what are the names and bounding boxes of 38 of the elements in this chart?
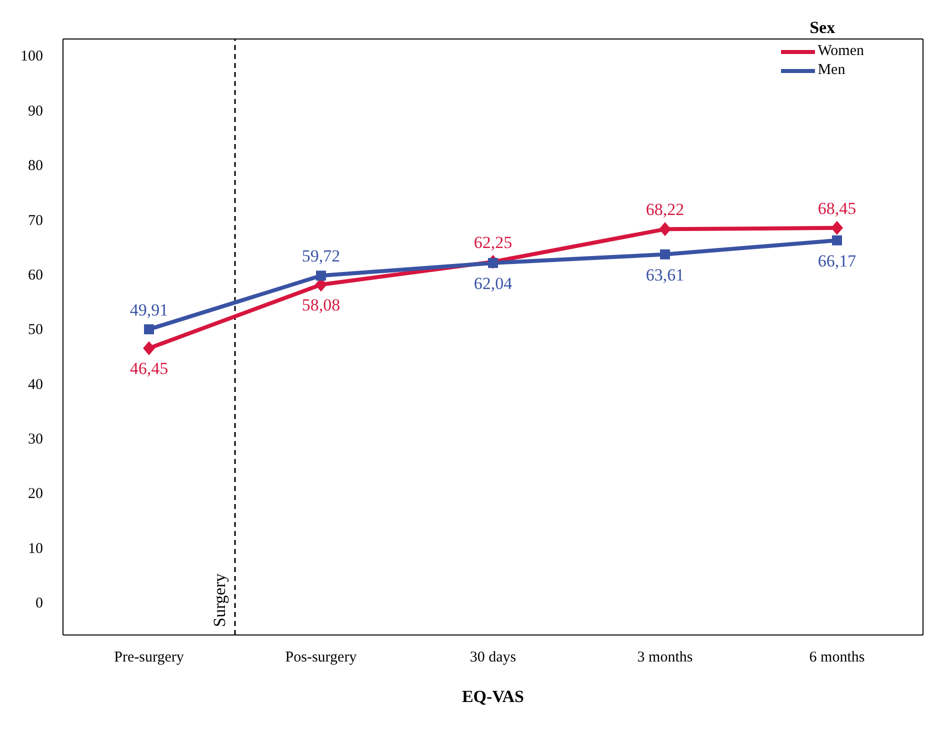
data-label: 58,08 [302,296,340,315]
point [143,341,155,356]
data-label: 46,45 [130,359,168,378]
data-label: 49,91 [130,300,168,320]
x-tick-label: 6 months [809,650,865,666]
data-label: 62,25 [474,232,512,252]
point [144,324,154,334]
point [659,222,671,236]
y-tick-label: 30 [28,431,43,448]
data-label: 66,17 [818,251,857,270]
legend-title: Sex [808,18,836,38]
x-tick-label: 3 months [637,650,693,666]
y-tick-label: 60 [28,267,43,284]
y-tick-label: 50 [28,322,43,338]
data-label: 59,72 [302,246,340,266]
y-tick-label: 10 [28,540,43,557]
legend-label: Women [818,42,864,61]
y-tick-label: 20 [28,486,43,502]
x-tick-label: Pos-surgery [285,650,358,666]
y-tick-label: 100 [20,48,43,65]
data-label: 63,61 [646,265,684,284]
y-tick-label: 80 [28,158,43,174]
x-tick-label: Pre-surgery [114,650,184,666]
data-label: 68,45 [818,198,856,218]
x-axis-title: EQ-VAS [462,687,524,706]
data-label: 62,04 [474,274,513,293]
point [832,235,842,246]
point [316,270,326,281]
data-label: 68,22 [646,200,684,220]
point [660,249,670,260]
point [831,220,843,235]
y-tick-label: 90 [28,103,43,120]
annotation: Surgery [210,572,229,627]
legend-label: Men [818,61,846,80]
y-tick-label: 40 [28,376,43,393]
y-tick-label: 70 [28,212,43,229]
y-tick-label: 0 [36,596,43,612]
x-tick-label: 30 days [470,650,516,666]
